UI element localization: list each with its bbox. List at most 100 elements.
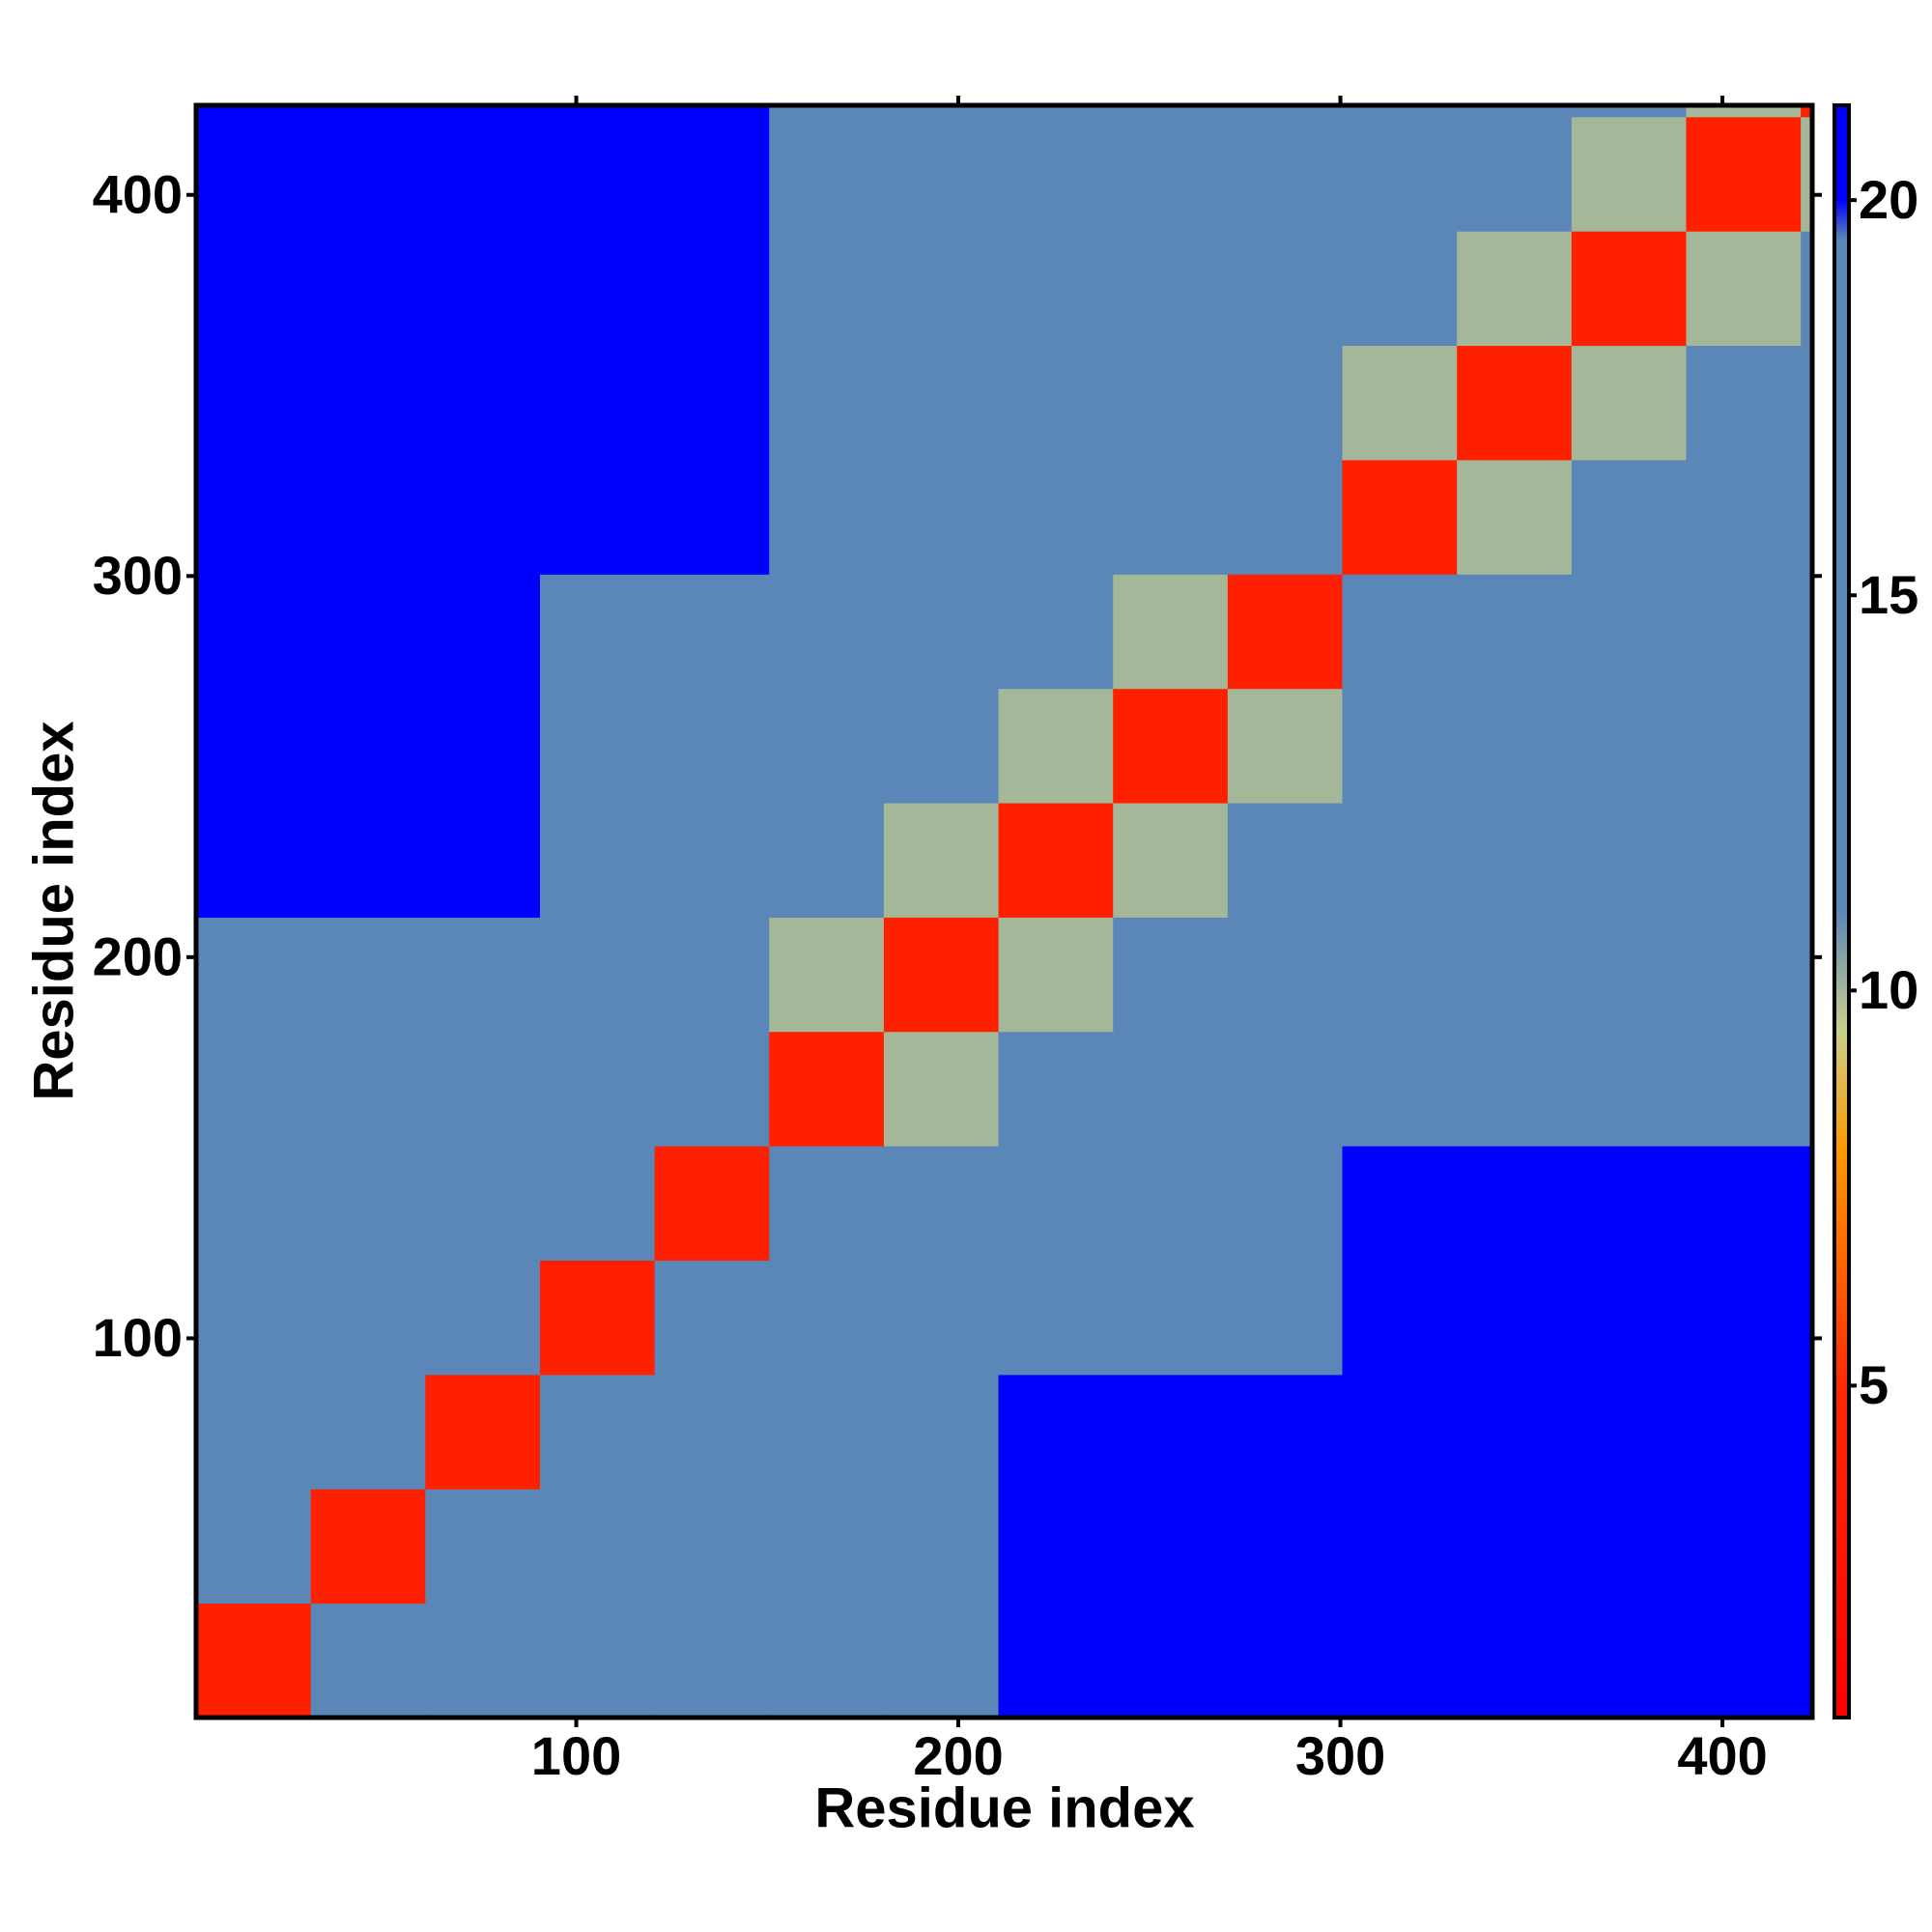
heatmap-cell xyxy=(1457,231,1573,347)
heatmap-cell xyxy=(1227,345,1344,461)
y-tick-label: 400 xyxy=(93,164,183,225)
y-tick-label: 200 xyxy=(93,926,183,987)
heatmap-cell xyxy=(1227,1031,1344,1147)
heatmap-cell xyxy=(1227,116,1344,232)
heatmap-cell xyxy=(539,116,656,232)
heatmap-cell xyxy=(1342,459,1458,575)
heatmap-cell xyxy=(769,1031,885,1147)
heatmap-cell xyxy=(539,105,656,118)
heatmap-cell xyxy=(425,231,541,347)
heatmap-cell xyxy=(1457,1603,1573,1719)
heatmap-cell xyxy=(539,574,656,690)
heatmap-cell xyxy=(1571,1374,1687,1490)
heatmap-cell xyxy=(1113,1031,1229,1147)
heatmap-cell xyxy=(1342,917,1458,1033)
colorbar-tick-label: 10 xyxy=(1859,959,1918,1020)
heatmap-cell xyxy=(1686,803,1802,918)
heatmap-cell xyxy=(1113,574,1229,690)
heatmap-cell xyxy=(883,1374,1000,1490)
heatmap-cell xyxy=(769,1374,885,1490)
heatmap-cell xyxy=(883,1603,1000,1719)
heatmap-cell xyxy=(1113,803,1229,918)
heatmap-cell xyxy=(998,574,1114,690)
heatmap-cell xyxy=(425,459,541,575)
heatmap-cell xyxy=(1571,1031,1687,1147)
x-tick-label: 100 xyxy=(531,1725,621,1786)
heatmap-cell xyxy=(310,688,426,804)
heatmap-cell xyxy=(1801,917,1813,1033)
heatmap-cell xyxy=(1113,345,1229,461)
heatmap-cell xyxy=(425,105,541,118)
heatmap-cell xyxy=(425,1260,541,1376)
heatmap-cell xyxy=(769,574,885,690)
heatmap-cell xyxy=(425,1146,541,1262)
heatmap-cell xyxy=(998,1031,1114,1147)
heatmap-cell xyxy=(1571,231,1687,347)
heatmap-cell xyxy=(196,917,312,1033)
heatmap-cell xyxy=(1571,459,1687,575)
y-tick-label: 300 xyxy=(93,545,183,606)
heatmap-cell xyxy=(1571,803,1687,918)
x-tick-label: 400 xyxy=(1677,1725,1767,1786)
heatmap-cell xyxy=(1686,105,1802,118)
heatmap-cell xyxy=(1571,574,1687,690)
heatmap-cell xyxy=(1227,917,1344,1033)
heatmap-cell xyxy=(1457,1031,1573,1147)
heatmap-cell xyxy=(539,1031,656,1147)
heatmap-cell xyxy=(539,1603,656,1719)
colorbar-tick-label: 20 xyxy=(1859,169,1918,230)
heatmap-cell xyxy=(1342,231,1458,347)
colorbar xyxy=(1833,103,1851,1719)
heatmap-cell xyxy=(1686,1146,1802,1262)
heatmap-cell xyxy=(1686,345,1802,461)
heatmap-cell xyxy=(1686,1489,1802,1605)
heatmap-cell xyxy=(539,688,656,804)
heatmap-cell xyxy=(310,917,426,1033)
heatmap-cell xyxy=(1457,917,1573,1033)
heatmap-cell xyxy=(425,688,541,804)
heatmap-cell xyxy=(1227,688,1344,804)
heatmap-cell xyxy=(1342,1489,1458,1605)
heatmap-cell xyxy=(196,1260,312,1376)
heatmap-cell xyxy=(196,345,312,461)
heatmap-cell xyxy=(1686,116,1802,232)
heatmap-cell xyxy=(998,231,1114,347)
heatmap-cell xyxy=(1227,1374,1344,1490)
heatmap-cell xyxy=(769,459,885,575)
y-tick-label: 100 xyxy=(93,1307,183,1368)
heatmap-cell xyxy=(1113,917,1229,1033)
heatmap-cell xyxy=(1801,803,1813,918)
heatmap-cell xyxy=(654,459,770,575)
heatmap-cell xyxy=(769,345,885,461)
heatmap-cell xyxy=(1801,1031,1813,1147)
heatmap-cell xyxy=(196,574,312,690)
heatmap-cell xyxy=(883,459,1000,575)
heatmap-cell xyxy=(1457,105,1573,118)
heatmap-cell xyxy=(1113,688,1229,804)
heatmap-cell xyxy=(1686,1031,1802,1147)
heatmap xyxy=(196,105,1813,1719)
heatmap-cell xyxy=(1342,105,1458,118)
heatmap-cell xyxy=(310,803,426,918)
heatmap-cell xyxy=(998,917,1114,1033)
heatmap-cell xyxy=(654,1260,770,1376)
heatmap-cell xyxy=(196,116,312,232)
heatmap-cell xyxy=(654,803,770,918)
heatmap-cell xyxy=(1113,1260,1229,1376)
heatmap-cell xyxy=(1801,574,1813,690)
heatmap-cell xyxy=(1686,1260,1802,1376)
heatmap-cell xyxy=(1571,116,1687,232)
heatmap-cell xyxy=(1571,1146,1687,1262)
heatmap-cell xyxy=(425,574,541,690)
heatmap-cell xyxy=(1686,459,1802,575)
heatmap-cell xyxy=(310,1603,426,1719)
heatmap-cell xyxy=(1457,1374,1573,1490)
heatmap-cell xyxy=(1801,459,1813,575)
heatmap-cell xyxy=(654,231,770,347)
heatmap-cell xyxy=(1457,116,1573,232)
heatmap-cell xyxy=(998,345,1114,461)
heatmap-cell xyxy=(196,688,312,804)
heatmap-cell xyxy=(1227,803,1344,918)
heatmap-cell xyxy=(654,1146,770,1262)
heatmap-cell xyxy=(1342,1603,1458,1719)
